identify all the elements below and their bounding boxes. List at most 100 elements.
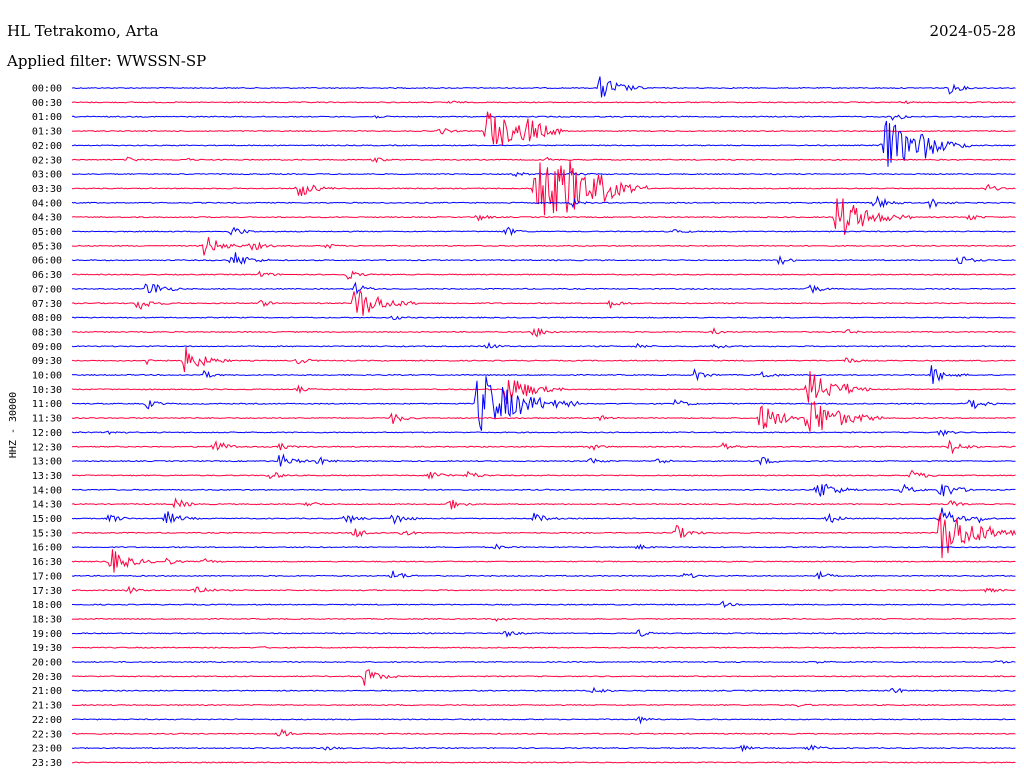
time-tick-label: 18:30 [32, 614, 62, 625]
time-tick-label: 04:30 [32, 213, 62, 224]
trace-line [71, 160, 1016, 216]
trace-line [71, 346, 1016, 373]
time-tick-label: 17:00 [32, 571, 62, 582]
time-tick-label: 04:00 [32, 198, 62, 209]
trace-line [71, 429, 1016, 437]
time-tick-label: 08:00 [32, 313, 62, 324]
trace-line [71, 376, 1016, 431]
time-tick-label: 19:00 [32, 629, 62, 640]
time-tick-label: 09:30 [32, 356, 62, 367]
y-axis-label: HHZ - 30000 [8, 392, 19, 458]
trace-line [71, 171, 1016, 178]
time-tick-label: 03:30 [32, 184, 62, 195]
trace-line [71, 570, 1016, 580]
trace-line [71, 252, 1016, 266]
time-tick-label: 21:00 [32, 686, 62, 697]
time-tick-label: 23:30 [32, 758, 62, 769]
time-tick-label: 19:30 [32, 643, 62, 654]
time-tick-label: 11:30 [32, 414, 62, 425]
trace-line [71, 341, 1016, 349]
trace-line [71, 646, 1016, 649]
time-tick-label: 20:30 [32, 672, 62, 683]
trace-line [71, 76, 1016, 98]
trace-line [71, 237, 1016, 256]
trace-line [71, 315, 1016, 321]
trace-line [71, 549, 1016, 573]
trace-line [71, 617, 1016, 622]
trace-group [71, 76, 1016, 764]
trace-line [71, 543, 1016, 551]
time-tick-label: 17:30 [32, 586, 62, 597]
trace-line [71, 289, 1016, 316]
time-tick-label: 15:30 [32, 528, 62, 539]
tick-label-group: 00:00 00:30 01:00 01:30 02:00 02:30 03:00 03:30… [32, 84, 62, 769]
trace-line [71, 400, 1016, 432]
time-tick-label: 02:30 [32, 155, 62, 166]
trace-line [71, 120, 1016, 167]
time-tick-label: 22:00 [32, 715, 62, 726]
trace-line [71, 198, 1016, 235]
time-tick-label: 13:00 [32, 457, 62, 468]
trace-line [72, 761, 1016, 764]
time-tick-label: 16:30 [32, 557, 62, 568]
trace-line [71, 728, 1016, 737]
station-title: HL Tetrakomo, Arta [7, 22, 159, 40]
trace-line [71, 111, 1016, 146]
time-tick-label: 15:00 [32, 514, 62, 525]
trace-line [71, 453, 1016, 467]
time-tick-label: 18:00 [32, 600, 62, 611]
time-tick-label: 14:30 [32, 500, 62, 511]
time-tick-label: 01:00 [32, 112, 62, 123]
time-tick-label: 00:30 [32, 98, 62, 109]
time-tick-label: 06:30 [32, 270, 62, 281]
time-tick-label: 07:00 [32, 284, 62, 295]
time-tick-label: 05:30 [32, 241, 62, 252]
trace-line [71, 669, 1016, 686]
time-tick-label: 21:30 [32, 701, 62, 712]
trace-line [71, 629, 1016, 638]
trace-line [71, 195, 1016, 210]
time-tick-label: 08:30 [32, 327, 62, 338]
trace-line [71, 483, 1016, 497]
time-tick-label: 23:00 [32, 744, 62, 755]
trace-line [72, 703, 1016, 708]
trace-line [71, 270, 1016, 280]
trace-line [71, 585, 1016, 595]
trace-line [71, 744, 1016, 753]
trace-line [71, 114, 1016, 121]
plot-date: 2024-05-28 [929, 22, 1016, 40]
time-tick-label: 00:00 [32, 84, 62, 95]
time-tick-label: 03:00 [32, 170, 62, 181]
trace-line [71, 497, 1016, 510]
time-tick-label: 09:00 [32, 342, 62, 353]
trace-line [72, 281, 1016, 295]
time-tick-label: 10:00 [32, 371, 62, 382]
trace-line [71, 156, 1016, 164]
time-tick-label: 14:00 [32, 485, 62, 496]
trace-line [71, 686, 1016, 694]
trace-line [71, 660, 1016, 664]
time-tick-label: 20:00 [32, 658, 62, 669]
time-tick-label: 07:30 [32, 299, 62, 310]
trace-line [71, 100, 1016, 105]
trace-line [72, 600, 1016, 609]
trace-line [71, 439, 1016, 455]
trace-line [71, 327, 1016, 338]
time-tick-label: 22:30 [32, 729, 62, 740]
time-tick-label: 11:00 [32, 399, 62, 410]
trace-line [71, 371, 1016, 404]
trace-line [71, 469, 1016, 480]
time-tick-label: 10:30 [32, 385, 62, 396]
time-tick-label: 01:30 [32, 127, 62, 138]
trace-line [72, 513, 1016, 559]
trace-line [71, 226, 1016, 237]
time-tick-label: 06:00 [32, 256, 62, 267]
time-tick-label: 13:30 [32, 471, 62, 482]
time-tick-label: 12:00 [32, 428, 62, 439]
trace-line [71, 507, 1016, 525]
time-tick-label: 05:00 [32, 227, 62, 238]
time-tick-label: 12:30 [32, 442, 62, 453]
time-tick-label: 16:00 [32, 543, 62, 554]
trace-line [71, 365, 1016, 384]
